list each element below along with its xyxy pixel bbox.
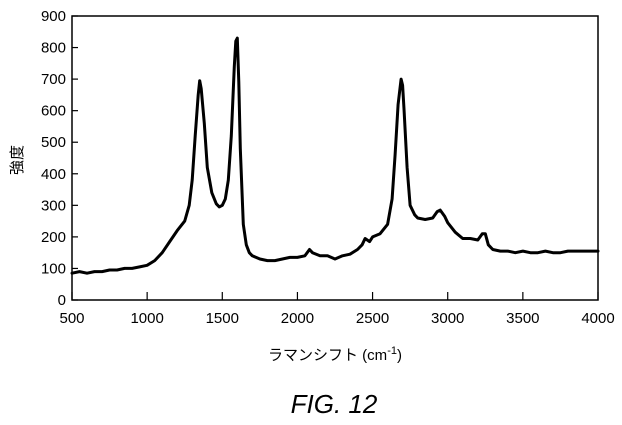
y-tick-label: 0	[58, 292, 66, 309]
x-tick-label: 3500	[506, 310, 539, 327]
y-tick-label: 200	[41, 229, 66, 246]
x-tick-label: 1500	[206, 310, 239, 327]
y-tick-label: 600	[41, 103, 66, 120]
x-tick-label: 2000	[281, 310, 314, 327]
spectrum-line	[72, 38, 598, 273]
y-tick-label: 300	[41, 197, 66, 214]
y-axis-label: 強度	[9, 145, 26, 175]
y-tick-label: 700	[41, 71, 66, 88]
x-tick-label: 4000	[581, 310, 614, 327]
x-axis-label-close: )	[397, 347, 402, 364]
x-tick-label: 3000	[431, 310, 464, 327]
y-tick-label: 500	[41, 134, 66, 151]
plot-area	[72, 16, 598, 300]
x-axis: 500 1000 1500 2000 2500 3000 3500 4000	[59, 292, 614, 327]
x-tick-label: 2500	[356, 310, 389, 327]
y-tick-label: 400	[41, 166, 66, 183]
y-tick-label: 900	[41, 8, 66, 25]
y-tick-label: 800	[41, 40, 66, 57]
x-axis-label-base: ラマンシフト (cm	[268, 347, 387, 364]
figure-caption: FIG. 12	[291, 389, 378, 419]
x-tick-label: 500	[59, 310, 84, 327]
y-tick-label: 100	[41, 260, 66, 277]
x-tick-label: 1000	[130, 310, 163, 327]
x-axis-label-superscript: -1	[387, 345, 397, 357]
x-axis-label: ラマンシフト (cm-1)	[268, 345, 402, 364]
